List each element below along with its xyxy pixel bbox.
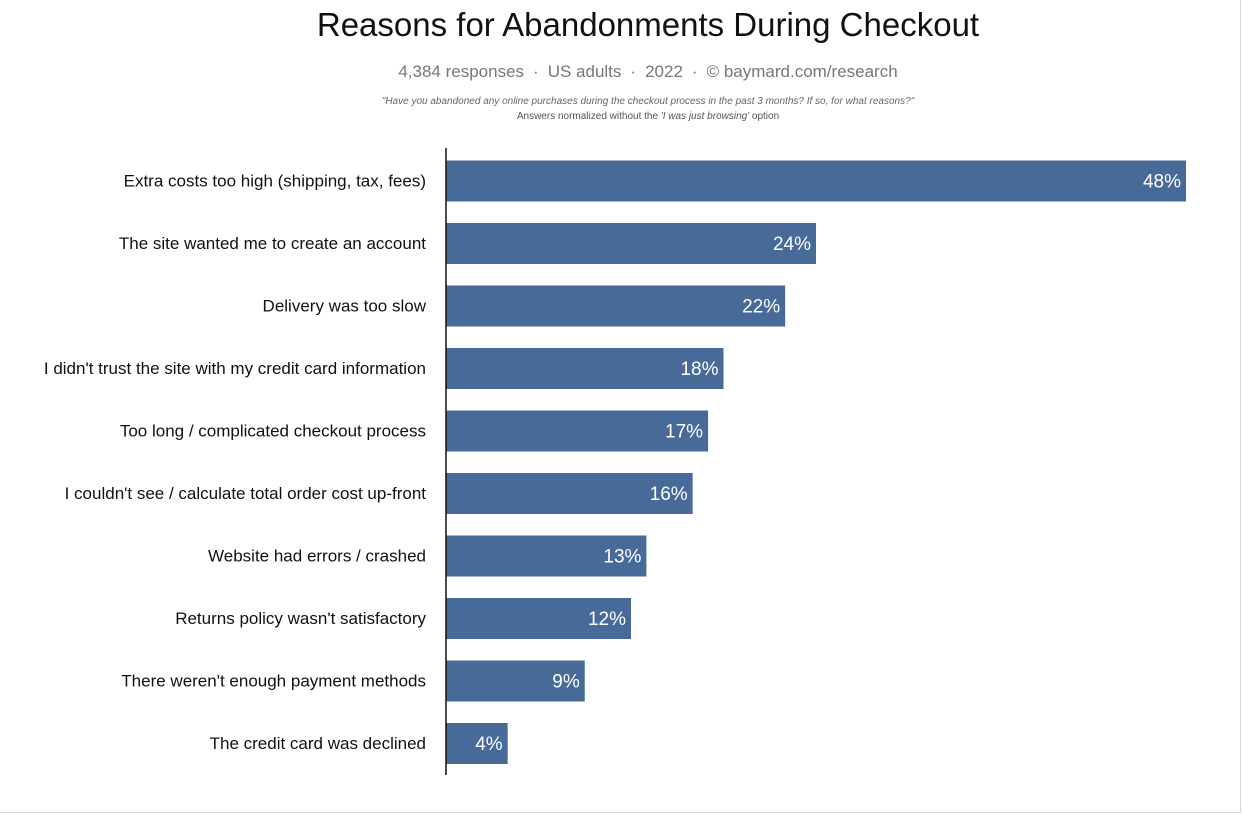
bar — [446, 723, 508, 764]
subtitle-separator: · — [691, 62, 698, 81]
category-labels: Extra costs too high (shipping, tax, fee… — [44, 172, 427, 754]
chart-subtitle: 4,384 responses · US adults · 2022 · © baymard… — [0, 62, 1242, 82]
bar — [446, 160, 1186, 202]
bar — [446, 660, 585, 702]
bar — [446, 285, 786, 327]
category-label: I didn't trust the site with my credit c… — [44, 359, 426, 378]
bar — [446, 223, 816, 264]
bar-value-label: 12% — [588, 609, 626, 630]
category-label: The credit card was declined — [210, 734, 426, 753]
bar-value-label: 22% — [742, 297, 780, 318]
category-label: Too long / complicated checkout process — [120, 422, 426, 441]
bar-value-label: 24% — [773, 234, 811, 255]
chart-title: Reasons for Abandonments During Checkout — [316, 6, 980, 43]
note-prefix: Answers normalized without the — [516, 111, 661, 122]
category-label: The site wanted me to create an account — [119, 234, 426, 253]
bar-value-label: 16% — [650, 484, 688, 505]
note-suffix: option — [749, 111, 780, 122]
bar-value-label: 13% — [603, 547, 641, 568]
category-label: I couldn't see / calculate total order c… — [65, 484, 427, 503]
bar-value-label: 4% — [475, 734, 503, 755]
bar — [446, 348, 724, 389]
survey-question: "Have you abandoned any online purchases… — [381, 96, 915, 107]
category-label: Returns policy wasn't satisfactory — [175, 609, 426, 628]
bar-value-label: 17% — [665, 422, 703, 443]
category-label: Extra costs too high (shipping, tax, fee… — [124, 172, 426, 191]
subtitle-responses: 4,384 responses — [398, 62, 525, 81]
note-emphasis: 'I was just browsing' — [660, 111, 750, 122]
subtitle-year: 2022 — [645, 62, 683, 81]
normalization-note: Answers normalized without the 'I was ju… — [0, 111, 1242, 122]
bar — [446, 535, 647, 577]
subtitle-population: US adults — [547, 62, 622, 81]
category-label: There weren't enough payment methods — [121, 672, 426, 691]
value-labels: 48% 24% 22% 18% 17% 16% 13% 12% 9% 4% — [475, 172, 1181, 756]
bars — [446, 160, 1186, 764]
subtitle-separator: · — [533, 62, 539, 81]
subtitle-source: © baymard.com/research — [706, 62, 898, 81]
bar — [446, 410, 709, 452]
category-label: Delivery was too slow — [263, 297, 427, 316]
subtitle-separator: · — [630, 62, 637, 81]
category-label: Website had errors / crashed — [208, 547, 426, 566]
bar — [446, 598, 631, 639]
bar-value-label: 9% — [552, 672, 580, 693]
bar — [446, 473, 693, 514]
bar-value-label: 48% — [1143, 172, 1181, 193]
bar-value-label: 18% — [680, 359, 718, 380]
